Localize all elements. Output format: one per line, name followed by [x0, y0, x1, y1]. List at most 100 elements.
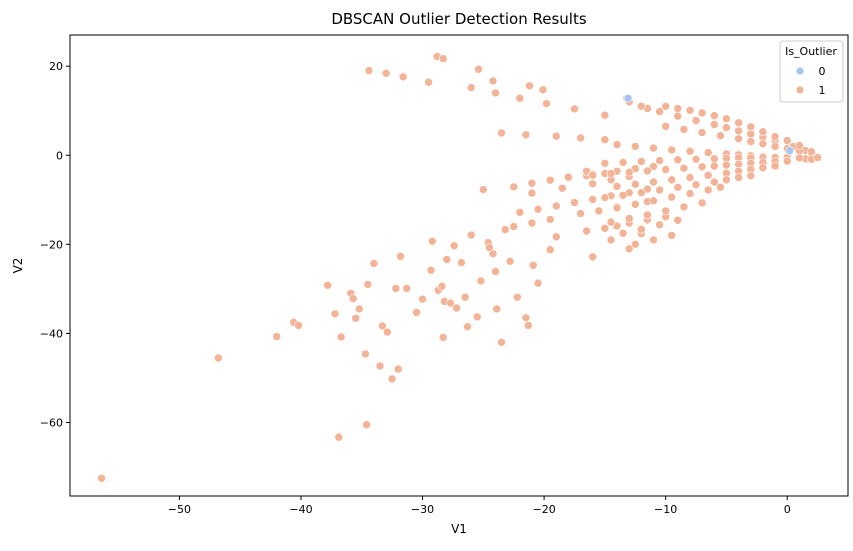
scatter-point-1-127 [673, 111, 683, 121]
scatter-point-1-87 [588, 179, 598, 189]
scatter-point-1-239 [734, 118, 743, 127]
scatter-point-1-92 [551, 201, 561, 211]
scatter-point-1-28 [427, 236, 437, 246]
scatter-point-1-47 [497, 337, 506, 347]
scatter-point-1-93 [570, 198, 579, 207]
scatter-point-1-138 [661, 122, 671, 131]
scatter-point-1-243 [685, 106, 695, 115]
scatter-point-1-191 [630, 179, 640, 189]
points-layer [97, 52, 822, 483]
scatter-point-1-69 [576, 133, 585, 143]
scatter-point-1-161 [600, 159, 610, 168]
scatter-point-1-213 [630, 200, 640, 209]
scatter-point-1-2 [272, 332, 282, 341]
scatter-point-1-145 [770, 142, 780, 151]
scatter-point-1-1 [214, 353, 223, 363]
scatter-point-1-212 [612, 203, 622, 213]
scatter-point-1-39 [463, 322, 472, 332]
scatter-point-1-182 [697, 162, 707, 172]
scatter-point-1-55 [545, 245, 555, 254]
scatter-point-1-68 [551, 131, 561, 141]
scatter-point-1-240 [722, 114, 731, 123]
scatter-point-1-120 [525, 81, 534, 91]
scatter-point-1-223 [679, 202, 689, 212]
scatter-point-1-46 [492, 304, 502, 314]
x-tick-label: −50 [168, 503, 191, 516]
scatter-point-1-14 [362, 420, 371, 430]
scatter-point-1-110 [612, 221, 622, 231]
scatter-point-1-199 [758, 163, 768, 172]
scatter-point-1-90 [515, 208, 525, 217]
scatter-point-1-244 [673, 104, 683, 113]
x-tick-label: −10 [654, 503, 677, 516]
scatter-point-1-151 [667, 145, 677, 155]
legend-title: Is_Outlier [785, 45, 837, 58]
scatter-point-1-62 [515, 93, 525, 103]
scatter-point-1-228 [673, 216, 683, 225]
scatter-point-1-32 [438, 333, 448, 342]
scatter-point-1-10 [348, 294, 358, 304]
scatter-point-1-63 [542, 99, 551, 108]
scatter-point-1-38 [460, 292, 470, 302]
scatter-point-1-140 [697, 128, 707, 137]
scatter-point-1-56 [364, 66, 374, 75]
scatter-point-1-190 [612, 182, 622, 191]
scatter-point-1-26 [418, 294, 427, 304]
scatter-point-1-180 [661, 165, 671, 174]
scatter-point-1-194 [685, 173, 695, 182]
scatter-point-1-17 [375, 361, 385, 371]
scatter-point-1-236 [770, 132, 780, 141]
scatter-point-1-20 [387, 374, 397, 384]
scatter-point-1-176 [588, 171, 598, 180]
scatter-point-1-78 [527, 179, 537, 188]
scatter-point-1-178 [624, 167, 634, 177]
scatter-point-1-70 [600, 135, 610, 144]
scatter-point-1-229 [630, 240, 640, 249]
scatter-point-1-225 [618, 228, 628, 238]
scatter-point-1-45 [491, 267, 500, 276]
scatter-point-0-0 [623, 93, 633, 103]
scatter-point-1-126 [655, 107, 664, 116]
scatter-point-1-218 [716, 183, 725, 192]
scatter-point-1-189 [782, 156, 792, 166]
scatter-point-1-167 [709, 154, 719, 164]
scatter-point-1-149 [630, 142, 640, 151]
scatter-point-1-148 [612, 140, 622, 149]
scatter-point-1-195 [703, 171, 713, 180]
scatter-point-1-203 [636, 188, 646, 197]
y-axis-ticks: −60 −40 −20 0 20 [40, 60, 70, 430]
scatter-point-1-42 [476, 276, 486, 286]
scatter-point-1-67 [521, 130, 531, 140]
scatter-point-1-130 [722, 123, 731, 132]
scatter-point-1-33 [442, 255, 452, 264]
scatter-point-1-238 [746, 122, 756, 132]
scatter-point-1-25 [412, 308, 421, 317]
x-tick-label: −20 [532, 503, 555, 516]
scatter-point-1-36 [452, 303, 461, 313]
scatter-point-1-24 [402, 284, 412, 293]
x-axis-label: V1 [451, 522, 467, 536]
scatter-point-1-37 [457, 258, 466, 267]
scatter-point-1-7 [336, 332, 346, 342]
scatter-point-1-242 [697, 108, 707, 118]
scatter-point-1-13 [361, 349, 370, 359]
scatter-point-1-30 [437, 281, 447, 291]
scatter-point-1-21 [391, 284, 401, 293]
scatter-point-1-209 [734, 173, 743, 182]
scatter-point-1-184 [722, 160, 731, 170]
scatter-point-1-207 [709, 177, 719, 187]
scatter-point-1-226 [636, 224, 646, 234]
scatter-point-1-150 [649, 143, 658, 153]
scatter-point-1-52 [523, 321, 533, 330]
scatter-point-1-64 [570, 104, 579, 114]
scatter-point-1-109 [600, 224, 610, 233]
scatter-point-1-206 [691, 180, 701, 189]
scatter-point-1-192 [649, 177, 658, 187]
scatter-point-1-163 [636, 157, 646, 166]
scatter-point-1-59 [424, 77, 433, 87]
scatter-point-1-162 [618, 158, 628, 167]
legend-marker-1 [795, 85, 805, 95]
scatter-point-1-125 [636, 102, 646, 111]
scatter-point-1-58 [398, 72, 408, 82]
